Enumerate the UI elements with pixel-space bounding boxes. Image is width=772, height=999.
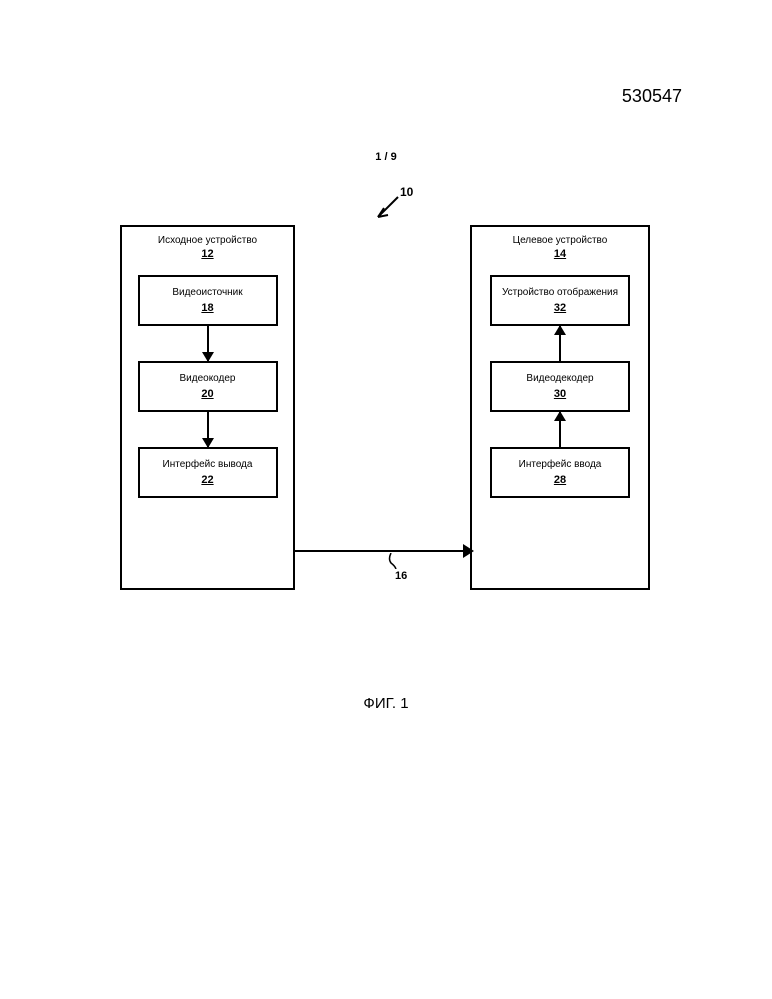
page-counter: 1 / 9: [375, 151, 396, 163]
connector-arrowhead-icon: [463, 544, 474, 558]
target-device-box: Целевое устройство 14 Устройство отображ…: [470, 225, 650, 590]
input-interface-box: Интерфейс ввода 28: [490, 447, 630, 498]
arrow-input-to-decoder: [559, 412, 561, 447]
input-interface-number: 28: [497, 474, 623, 486]
system-reference-arrow: [370, 195, 405, 225]
display-device-box: Устройство отображения 32: [490, 275, 630, 326]
arrow-source-to-encoder: [207, 326, 209, 361]
connector-line: [295, 550, 470, 552]
source-device-number: 12: [132, 248, 283, 260]
video-decoder-number: 30: [497, 388, 623, 400]
video-source-box: Видеоисточник 18: [138, 275, 278, 326]
connector-reference-label: 16: [395, 570, 407, 582]
target-device-title: Целевое устройство: [482, 235, 638, 246]
source-device-title: Исходное устройство: [132, 235, 283, 246]
display-device-number: 32: [497, 302, 623, 314]
target-device-number: 14: [482, 248, 638, 260]
video-source-title: Видеоисточник: [145, 287, 271, 299]
diagram-container: 10 Исходное устройство 12 Видеоисточник …: [120, 185, 650, 635]
video-source-number: 18: [145, 302, 271, 314]
video-encoder-title: Видеокодер: [145, 373, 271, 385]
video-encoder-box: Видеокодер 20: [138, 361, 278, 412]
display-device-title: Устройство отображения: [497, 287, 623, 299]
arrow-encoder-to-output: [207, 412, 209, 447]
document-number: 530547: [622, 86, 682, 107]
source-device-box: Исходное устройство 12 Видеоисточник 18 …: [120, 225, 295, 590]
video-decoder-title: Видеодекодер: [497, 373, 623, 385]
video-encoder-number: 20: [145, 388, 271, 400]
output-interface-number: 22: [145, 474, 271, 486]
connector-hook-icon: [387, 553, 399, 569]
figure-label: ФИГ. 1: [363, 695, 408, 712]
input-interface-title: Интерфейс ввода: [497, 459, 623, 471]
video-decoder-box: Видеодекодер 30: [490, 361, 630, 412]
output-interface-title: Интерфейс вывода: [145, 459, 271, 471]
arrow-decoder-to-display: [559, 326, 561, 361]
output-interface-box: Интерфейс вывода 22: [138, 447, 278, 498]
